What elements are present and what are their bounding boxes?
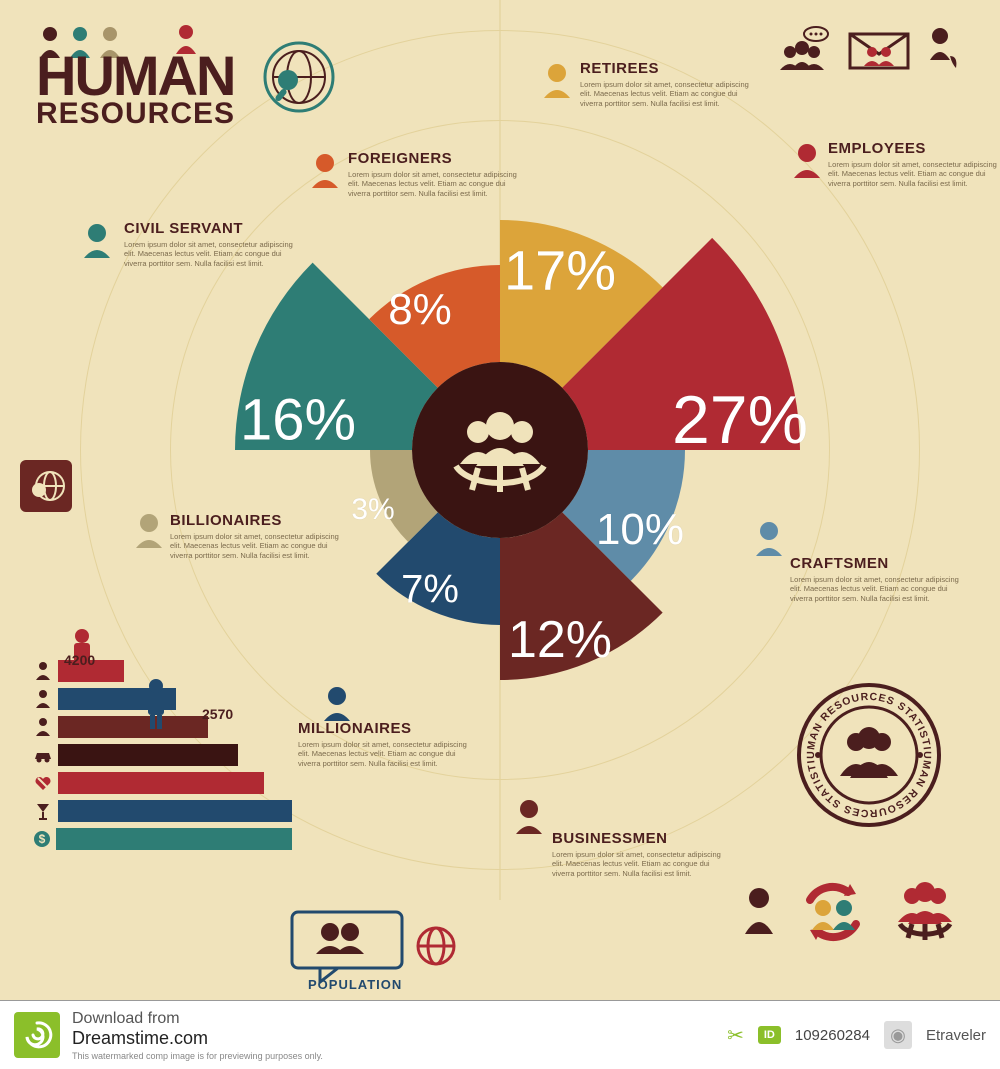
bar-rect-6: [56, 828, 292, 850]
svg-text:$: $: [39, 832, 46, 846]
pie-label-billionaires: 3%: [351, 493, 394, 527]
category-body-billionaires: Lorem ipsum dolor sit amet, consectetur …: [170, 532, 340, 560]
side-globe-badge: [20, 460, 72, 517]
bar-top-figures: [32, 610, 292, 730]
download-site-label: Dreamstime.com: [72, 1028, 323, 1049]
bar-row-5: [32, 800, 292, 822]
category-body-businessmen: Lorem ipsum dolor sit amet, consectetur …: [552, 850, 722, 878]
person-solid-icon: [742, 886, 776, 938]
author-name: Etraveler: [926, 1027, 986, 1044]
corner-icons-top-right: [774, 26, 960, 72]
category-body-foreigners: Lorem ipsum dolor sit amet, consectetur …: [348, 170, 518, 198]
id-badge: ID: [758, 1026, 781, 1044]
category-title-billionaires: BILLIONAIRES: [170, 512, 340, 529]
pie-label-millionaires: 7%: [401, 568, 459, 613]
bar-row-3: [32, 744, 292, 766]
image-id: 109260284: [795, 1027, 870, 1044]
pie-label-retirees: 17%: [504, 238, 616, 303]
category-employees: EMPLOYEES Lorem ipsum dolor sit amet, co…: [828, 140, 998, 188]
corner-icons-bottom-right: [742, 880, 960, 944]
category-icon-civilservant: [80, 222, 114, 265]
category-foreigners: FOREIGNERS Lorem ipsum dolor sit amet, c…: [348, 150, 518, 198]
download-from-label: Download from: [72, 1010, 323, 1028]
bar-row-4: [32, 772, 292, 794]
title-line-1: HUMAN: [36, 52, 235, 100]
category-billionaires: BILLIONAIRES Lorem ipsum dolor sit amet,…: [170, 512, 340, 560]
bar-icon-glass: [32, 802, 54, 820]
category-body-employees: Lorem ipsum dolor sit amet, consectetur …: [828, 160, 998, 188]
category-title-employees: EMPLOYEES: [828, 140, 998, 157]
pie-label-foreigners: 8%: [388, 285, 452, 335]
category-title-craftsmen: CRAFTSMEN: [790, 555, 960, 572]
group-speech-icon: [774, 26, 830, 72]
bar-rect-3: [58, 744, 238, 766]
category-title-businessmen: BUSINESSMEN: [552, 830, 722, 847]
pie-label-businessmen: 12%: [508, 610, 612, 670]
bar-icon-dollar: $: [32, 830, 52, 848]
category-body-craftsmen: Lorem ipsum dolor sit amet, consectetur …: [790, 575, 960, 603]
category-title-retirees: RETIREES: [580, 60, 750, 77]
pie-label-craftsmen: 10%: [596, 505, 684, 555]
category-craftsmen: CRAFTSMEN Lorem ipsum dolor sit amet, co…: [790, 555, 960, 603]
person-comma-icon: [928, 26, 960, 72]
bar-row-6: $: [32, 828, 292, 850]
category-body-millionaires: Lorem ipsum dolor sit amet, consectetur …: [298, 740, 468, 768]
bar-icon-heart: [32, 775, 54, 791]
bar-value-1: 2570: [202, 706, 233, 722]
category-icon-businessmen: [512, 798, 546, 841]
infographic-canvas: HUMAN RESOURCES: [0, 0, 1000, 1000]
author-avatar-icon: ◉: [884, 1021, 912, 1049]
bar-icon-car: [32, 747, 54, 763]
bar-rect-4: [58, 772, 264, 794]
dreamstime-logo-icon: [14, 1012, 60, 1058]
category-title-foreigners: FOREIGNERS: [348, 150, 518, 167]
envelope-people-icon: [848, 26, 910, 72]
download-bar: Download from Dreamstime.com This waterm…: [0, 1000, 1000, 1069]
pie-label-employees: 27%: [672, 381, 808, 459]
category-icon-millionaires: [320, 685, 354, 728]
category-icon-billionaires: [132, 512, 166, 555]
category-body-civilservant: Lorem ipsum dolor sit amet, consectetur …: [124, 240, 294, 268]
category-civilservant: CIVIL SERVANT Lorem ipsum dolor sit amet…: [124, 220, 294, 268]
bar-value-0: 4200: [64, 652, 95, 668]
population-bubble: POPULATION: [290, 910, 460, 992]
exchange-people-icon: [798, 880, 868, 944]
hr-stats-stamp: HUMAN RESOURCES STATISTICS HUMAN RESOURC…: [794, 680, 944, 835]
pie-label-civilservant: 16%: [240, 387, 356, 454]
category-title-civilservant: CIVIL SERVANT: [124, 220, 294, 237]
category-icon-foreigners: [308, 152, 342, 195]
bar-rect-5: [58, 800, 292, 822]
category-icon-retirees: [540, 62, 574, 105]
group-globe-icon: [890, 880, 960, 944]
category-icon-employees: [790, 142, 824, 185]
category-body-retirees: Lorem ipsum dolor sit amet, consectetur …: [580, 80, 750, 108]
category-icon-craftsmen: [752, 520, 786, 563]
category-retirees: RETIREES Lorem ipsum dolor sit amet, con…: [580, 60, 750, 108]
scissors-icon: ✂: [727, 1023, 744, 1048]
category-businessmen: BUSINESSMEN Lorem ipsum dolor sit amet, …: [552, 830, 722, 878]
download-disclaimer: This watermarked comp image is for previ…: [72, 1051, 323, 1061]
